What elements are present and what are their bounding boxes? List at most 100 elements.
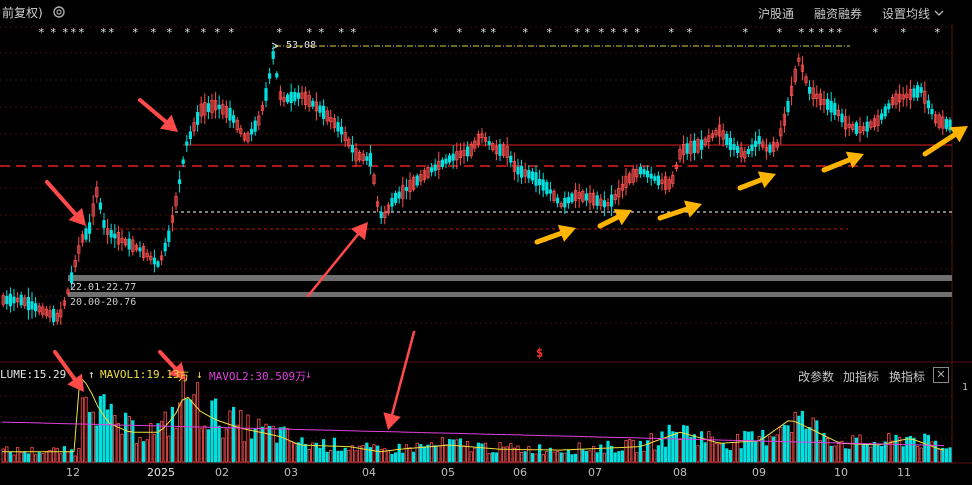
candle-body — [149, 255, 153, 261]
star-marker: * — [546, 26, 553, 39]
star-marker: * — [776, 26, 783, 39]
volume-bar — [329, 450, 333, 463]
volume-bar — [195, 382, 200, 463]
volume-bar — [235, 424, 239, 463]
candle-body — [347, 138, 351, 147]
volume-bar — [883, 441, 887, 463]
volume-bar — [278, 427, 283, 463]
candle-body — [199, 103, 203, 117]
candle-body — [30, 301, 34, 310]
volume-bar — [131, 420, 135, 463]
candle-body — [476, 133, 481, 145]
volume-bar — [41, 453, 45, 463]
star-marker: * — [634, 26, 641, 39]
volume-bar — [822, 433, 826, 463]
volume-bar — [685, 425, 689, 463]
candle-body — [905, 93, 909, 98]
yellow-arrow — [737, 177, 764, 191]
candle-body — [325, 110, 329, 122]
candle-body — [793, 68, 797, 82]
candle-body — [808, 86, 812, 94]
volume-axis-tick: 1 — [962, 382, 969, 393]
candle-body — [498, 144, 502, 156]
volume-bar — [365, 442, 369, 463]
volume-bar — [386, 450, 391, 463]
red-arrow-head — [350, 222, 368, 241]
hgt-button[interactable]: 沪股通 — [758, 7, 795, 21]
red-arrow — [306, 233, 360, 298]
volume-bar — [930, 441, 934, 463]
add-indicator-button[interactable]: 加指标 — [843, 370, 880, 384]
candle-body — [595, 195, 599, 206]
volume-bar — [59, 453, 63, 463]
volume-bar — [203, 425, 207, 463]
candle-body — [613, 194, 617, 200]
volume-bar — [332, 437, 337, 463]
yellow-arrow-head — [845, 151, 864, 169]
volume-bar — [249, 438, 254, 463]
candle-body — [570, 193, 574, 203]
volume-bar — [70, 449, 74, 463]
star-marker: * — [522, 26, 529, 39]
margin-trading-button[interactable]: 融资融券 — [814, 7, 863, 21]
volume-bar — [768, 435, 772, 463]
x-tick: 12 — [66, 466, 80, 479]
candle-body — [55, 312, 59, 322]
candle-body — [530, 171, 535, 181]
candle-body — [447, 155, 452, 163]
x-tick: 10 — [834, 466, 848, 479]
volume-bar — [649, 433, 653, 463]
change-params-button[interactable]: 改参数 — [798, 370, 835, 384]
price-adjust-toggle[interactable]: 前复权) — [2, 6, 43, 20]
volume-bar — [754, 441, 758, 463]
volume-bar — [300, 437, 304, 463]
volume-bar — [408, 447, 412, 463]
volume-bar — [149, 422, 153, 463]
candle-body — [321, 105, 326, 119]
ma-settings-button[interactable]: 设置均线 — [882, 7, 931, 21]
volume-bar — [811, 417, 815, 463]
volume-bar — [678, 439, 682, 463]
volume-bar — [599, 444, 603, 463]
volume-bar — [757, 436, 761, 463]
candle-body — [872, 118, 877, 128]
candle-body — [836, 109, 841, 117]
volume-bar — [113, 415, 117, 463]
volume-bar — [944, 448, 949, 463]
switch-indicator-button[interactable]: 换指标 — [889, 370, 926, 384]
candle-body — [574, 189, 578, 201]
candle-body — [880, 113, 884, 120]
volume-bar — [761, 429, 765, 463]
candle-body — [80, 234, 84, 243]
volume-bar — [937, 448, 941, 463]
volume-bar — [159, 420, 164, 463]
chevron-down-icon[interactable] — [934, 8, 944, 18]
candle-body — [361, 153, 365, 161]
price-range-band — [68, 292, 952, 297]
candle-body — [714, 130, 718, 136]
candle-body — [134, 244, 138, 251]
candle-body — [527, 170, 531, 179]
volume-bar — [199, 428, 203, 463]
candle-body — [772, 141, 776, 152]
candle-body — [253, 120, 257, 132]
star-marker: * — [38, 26, 45, 39]
volume-bar — [541, 454, 545, 463]
candle-body — [26, 297, 31, 311]
candle-body — [192, 122, 196, 132]
candle-body — [898, 93, 902, 103]
volume-bar — [228, 410, 232, 463]
yellow-arrow-head — [557, 224, 576, 242]
volume-bar — [718, 443, 722, 463]
volume-bar — [66, 451, 70, 463]
candle-body — [383, 212, 387, 218]
volume-bar — [566, 449, 571, 463]
candle-body — [390, 197, 394, 207]
close-icon[interactable]: ✕ — [933, 367, 949, 383]
signal-marker: $ — [536, 346, 544, 360]
gear-icon[interactable] — [52, 5, 66, 19]
candle-body — [934, 114, 938, 124]
candle-body — [12, 296, 16, 304]
